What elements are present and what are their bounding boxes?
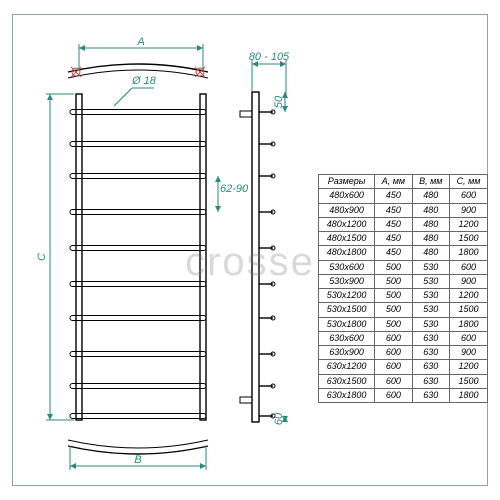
table-cell: 630x900 [319, 346, 375, 360]
table-cell: 500 [375, 289, 412, 303]
table-cell: 530x600 [319, 260, 375, 274]
table-cell: 480 [412, 232, 449, 246]
table-cell: 450 [375, 203, 412, 217]
table-cell: 480 [412, 246, 449, 260]
table-row: 630x12006006301200 [319, 360, 488, 374]
table-cell: 630x1200 [319, 360, 375, 374]
svg-text:60: 60 [273, 412, 285, 425]
table-cell: 480x600 [319, 189, 375, 203]
table-cell: 450 [375, 189, 412, 203]
table-cell: 480x1800 [319, 246, 375, 260]
svg-text:B: B [134, 454, 141, 466]
table-cell: 1800 [449, 388, 487, 402]
svg-text:A: A [136, 36, 144, 48]
table-cell: 530 [412, 303, 449, 317]
table-cell: 600 [375, 346, 412, 360]
table-row: 530x900500530900 [319, 274, 488, 288]
table-cell: 450 [375, 246, 412, 260]
table-row: 480x12004504801200 [319, 217, 488, 231]
dimensions-table: РазмерыА, ммВ, ммС, мм 480x6004504806004… [318, 174, 488, 403]
svg-text:Ø 18: Ø 18 [131, 75, 157, 87]
table-cell: 1500 [449, 232, 487, 246]
table-cell: 1200 [449, 360, 487, 374]
table-cell: 630x1800 [319, 388, 375, 402]
table-cell: 530 [412, 289, 449, 303]
table-cell: 450 [375, 232, 412, 246]
table-row: 480x600450480600 [319, 189, 488, 203]
table-cell: 480 [412, 203, 449, 217]
table-cell: 480 [412, 217, 449, 231]
table-cell: 530x1800 [319, 317, 375, 331]
svg-text:50: 50 [273, 95, 285, 108]
table-cell: 500 [375, 274, 412, 288]
svg-text:80 - 105: 80 - 105 [249, 51, 290, 63]
table-row: 530x12005005301200 [319, 289, 488, 303]
table-cell: 530 [412, 260, 449, 274]
table-row: 480x15004504801500 [319, 232, 488, 246]
table-cell: 480x900 [319, 203, 375, 217]
table-cell: 1500 [449, 374, 487, 388]
table-cell: 530x1500 [319, 303, 375, 317]
table-cell: 480x1500 [319, 232, 375, 246]
table-header: Размеры [319, 175, 375, 189]
table-row: 480x18004504801800 [319, 246, 488, 260]
table-cell: 530 [412, 274, 449, 288]
table-header: В, мм [412, 175, 449, 189]
table-cell: 630 [412, 374, 449, 388]
technical-drawing: A B C Ø 18 62-90 80 - 105 50 60 [20, 20, 300, 480]
table-cell: 1500 [449, 303, 487, 317]
table-cell: 500 [375, 260, 412, 274]
table-cell: 900 [449, 274, 487, 288]
table-cell: 1200 [449, 217, 487, 231]
table-cell: 600 [449, 260, 487, 274]
table-cell: 630 [412, 331, 449, 345]
table-cell: 600 [375, 331, 412, 345]
table-cell: 500 [375, 317, 412, 331]
table-cell: 600 [449, 331, 487, 345]
table-row: 630x18006006301800 [319, 388, 488, 402]
drawing-svg: A B C Ø 18 62-90 80 - 105 50 60 [20, 20, 300, 480]
table-cell: 480 [412, 189, 449, 203]
table-cell: 900 [449, 346, 487, 360]
table-row: 530x600500530600 [319, 260, 488, 274]
table-cell: 530x1200 [319, 289, 375, 303]
table-row: 530x15005005301500 [319, 303, 488, 317]
svg-text:C: C [36, 253, 48, 261]
table-cell: 1800 [449, 246, 487, 260]
table-cell: 600 [375, 374, 412, 388]
table-header: С, мм [449, 175, 487, 189]
table-cell: 600 [375, 360, 412, 374]
table-row: 630x15006006301500 [319, 374, 488, 388]
table-cell: 900 [449, 203, 487, 217]
page: A B C Ø 18 62-90 80 - 105 50 60 РазмерыА, ммВ,… [0, 0, 500, 500]
table-cell: 630 [412, 388, 449, 402]
table-cell: 1800 [449, 317, 487, 331]
table-cell: 630x1500 [319, 374, 375, 388]
table-cell: 500 [375, 303, 412, 317]
table-row: 530x18005005301800 [319, 317, 488, 331]
table-row: 630x900600630900 [319, 346, 488, 360]
table-cell: 630 [412, 360, 449, 374]
table-cell: 630x600 [319, 331, 375, 345]
table-cell: 600 [375, 388, 412, 402]
table-cell: 600 [449, 189, 487, 203]
table-cell: 450 [375, 217, 412, 231]
table-cell: 530 [412, 317, 449, 331]
table-row: 630x600600630600 [319, 331, 488, 345]
table-cell: 530x900 [319, 274, 375, 288]
svg-text:62-90: 62-90 [220, 183, 249, 195]
table-cell: 480x1200 [319, 217, 375, 231]
table-header: А, мм [375, 175, 412, 189]
table-row: 480x900450480900 [319, 203, 488, 217]
table-cell: 1200 [449, 289, 487, 303]
table-cell: 630 [412, 346, 449, 360]
